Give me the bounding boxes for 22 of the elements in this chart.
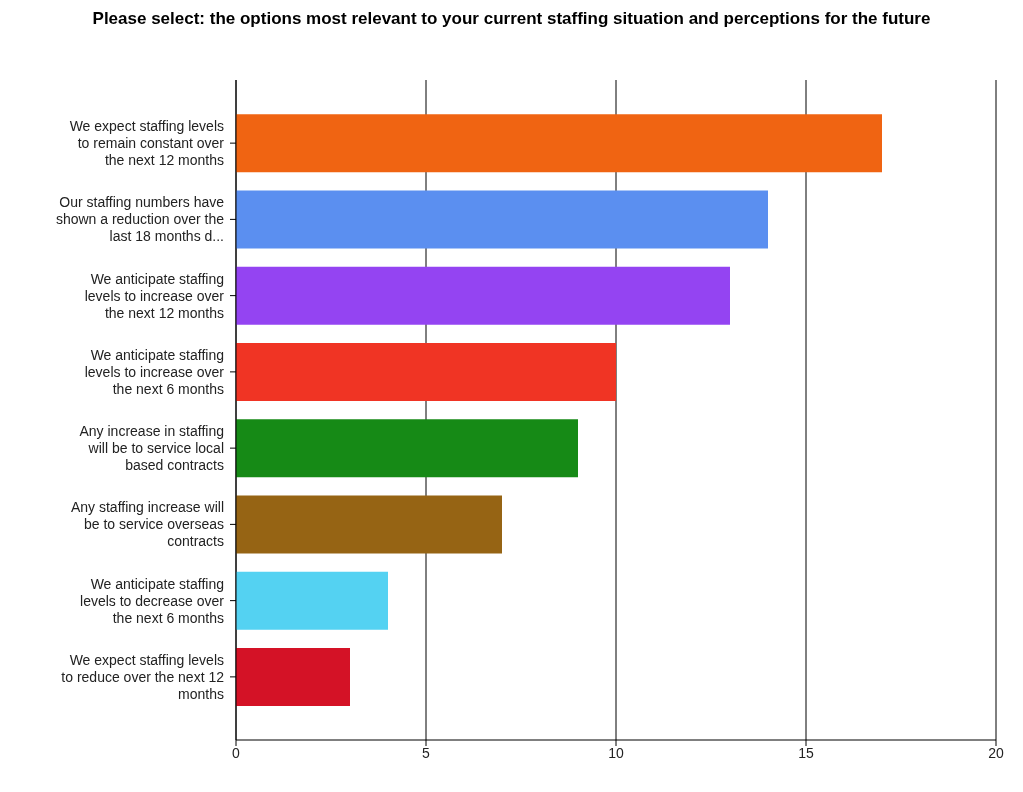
y-tick-label: Any staffing increase will be to service overseas contracts — [70, 499, 224, 550]
bar — [236, 571, 388, 630]
y-tick-label: Our staffing numbers have shown a reduction over the last 18 months d... — [55, 194, 225, 245]
x-tick-label: 0 — [232, 744, 241, 761]
y-tick-label: We anticipate staffing levels to increase over the next 6 months — [84, 346, 225, 397]
x-tick-label: 15 — [798, 744, 814, 761]
bar — [236, 114, 882, 173]
x-tick-label: 20 — [988, 744, 1004, 761]
bar — [236, 266, 730, 325]
y-tick-label: We anticipate staffing levels to increase over the next 12 months — [84, 270, 225, 321]
bar — [236, 419, 578, 478]
x-tick-label: 10 — [608, 744, 624, 761]
y-tick-label: Any increase in staffing will be to service local based contracts — [79, 423, 224, 474]
x-tick-label: 5 — [422, 744, 431, 761]
bar — [236, 647, 350, 706]
y-tick-label: We expect staffing levels to remain constant over the next 12 months — [69, 118, 225, 169]
chart-title: Please select: the options most relevant to your current staffing situation and perceptions for the future — [91, 8, 932, 30]
bar — [236, 342, 616, 401]
y-tick-label: We expect staffing levels to reduce over the next 12 months — [61, 651, 225, 702]
bar — [236, 190, 768, 249]
y-tick-label: We anticipate staffing levels to decrease over the next 6 months — [80, 575, 225, 626]
bar — [236, 495, 502, 554]
